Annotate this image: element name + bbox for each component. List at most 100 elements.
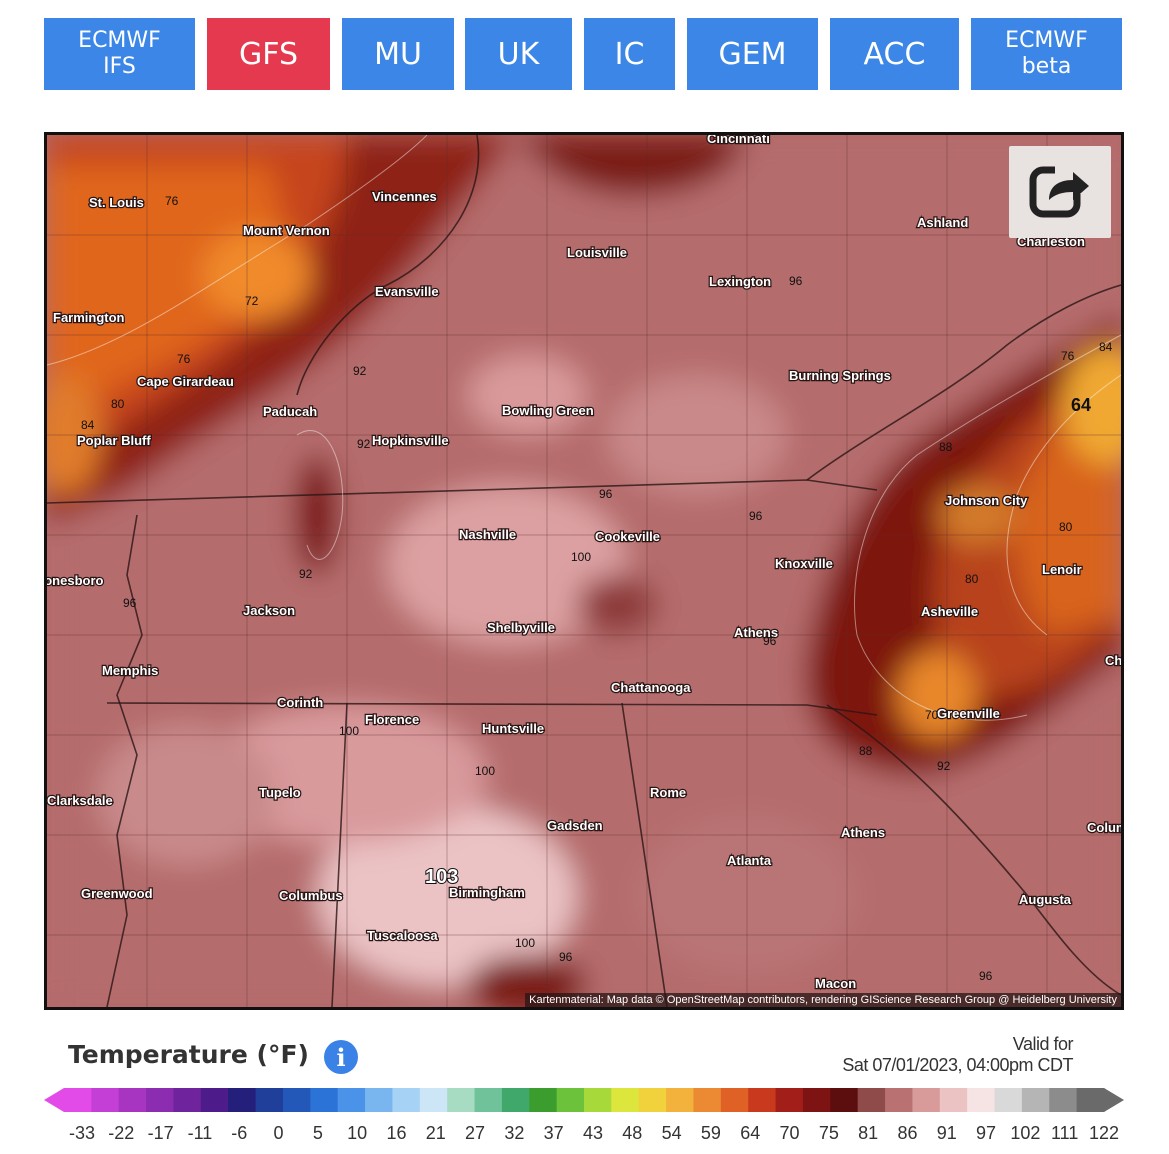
scale-swatch — [611, 1088, 640, 1112]
contour-label: 96 — [763, 634, 777, 648]
scale-swatch — [693, 1088, 722, 1112]
city-label: Huntsville — [482, 721, 544, 736]
share-button[interactable] — [1009, 146, 1111, 238]
city-label: Greenville — [937, 706, 1000, 721]
contour-label: 100 — [475, 764, 495, 778]
city-label: Ashland — [917, 215, 968, 230]
contour-label: 72 — [245, 294, 259, 308]
city-label: Johnson City — [945, 493, 1028, 508]
contour-label: 88 — [939, 440, 953, 454]
city-label: Cincinnati — [707, 135, 770, 146]
city-label: Nashville — [459, 527, 516, 542]
scale-tick-label: 70 — [779, 1123, 800, 1143]
city-label: Knoxville — [775, 556, 833, 571]
valid-time-block: Valid for Sat 07/01/2023, 04:00pm CDT — [842, 1034, 1073, 1076]
scale-tick-label: 86 — [897, 1123, 918, 1143]
model-button-ecmwf-beta[interactable]: ECMWF beta — [971, 18, 1122, 90]
scale-swatch — [419, 1088, 448, 1112]
scale-tick-label: -17 — [147, 1123, 174, 1143]
city-label: Poplar Bluff — [77, 433, 151, 448]
map-attribution: Kartenmaterial: Map data © OpenStreetMap… — [525, 993, 1121, 1007]
city-label: Gadsden — [547, 818, 603, 833]
city-label: Jonesboro — [47, 573, 104, 588]
city-label: Greenwood — [81, 886, 153, 901]
scale-tick-label: 16 — [386, 1123, 407, 1143]
contour-label: 92 — [357, 437, 371, 451]
temperature-field — [47, 135, 1121, 1007]
contour-label: 88 — [859, 744, 873, 758]
contour-label: 76 — [1061, 349, 1075, 363]
city-label: Louisville — [567, 245, 627, 260]
scale-swatch — [173, 1088, 202, 1112]
scale-swatch — [1049, 1088, 1078, 1112]
scale-tick-label: 97 — [976, 1123, 997, 1143]
scale-swatch — [200, 1088, 229, 1112]
scale-swatch — [830, 1088, 859, 1112]
scale-swatch — [857, 1088, 886, 1112]
scale-swatch — [1021, 1088, 1050, 1112]
scale-swatch — [91, 1088, 120, 1112]
color-scale-ticks: -33 -22 -17 -11 -6 0 5 10 16 21 27 32 37 43 48 54 59 64 70… — [62, 1123, 1124, 1147]
contour-label: 96 — [599, 487, 613, 501]
city-label: St. Louis — [89, 195, 144, 210]
contour-label: 70 — [925, 708, 939, 722]
legend-title: Temperature (°F) — [68, 1040, 309, 1069]
scale-tick-label: 0 — [273, 1123, 284, 1143]
scale-swatch — [337, 1088, 366, 1112]
contour-label: 96 — [123, 596, 137, 610]
scale-swatch — [556, 1088, 585, 1112]
contour-label: 100 — [571, 550, 591, 564]
scale-swatch — [912, 1088, 941, 1112]
scale-tick-label: 91 — [936, 1123, 957, 1143]
model-button-ecmwf-ifs[interactable]: ECMWF IFS — [44, 18, 195, 90]
scale-tick-label: 32 — [504, 1123, 525, 1143]
contour-label: 84 — [81, 418, 95, 432]
info-icon[interactable]: i — [324, 1040, 358, 1074]
city-label: Jackson — [243, 603, 295, 618]
scale-tick-label: 81 — [858, 1123, 879, 1143]
model-button-mu[interactable]: MU — [342, 18, 454, 90]
city-label: Clarksdale — [47, 793, 113, 808]
scale-swatch — [748, 1088, 777, 1112]
city-label: Lexington — [709, 274, 771, 289]
contour-label: 80 — [1059, 520, 1073, 534]
model-button-ic[interactable]: IC — [584, 18, 675, 90]
scale-tick-label: -11 — [187, 1123, 213, 1143]
contour-label: 100 — [339, 724, 359, 738]
city-label: Chattanooga — [611, 680, 691, 695]
contour-label: 96 — [749, 509, 763, 523]
city-label: Cape Girardeau — [137, 374, 234, 389]
model-button-gfs[interactable]: GFS — [207, 18, 330, 90]
color-scale-bar — [44, 1088, 1124, 1112]
temperature-map[interactable]: Cincinnati St. Louis Vincennes Mount Ver… — [44, 132, 1124, 1010]
city-label: Lenoir — [1042, 562, 1082, 577]
valid-label: Valid for — [1012, 1034, 1074, 1054]
city-label: Birmingham — [449, 885, 525, 900]
model-button-acc[interactable]: ACC — [830, 18, 959, 90]
scale-swatch — [228, 1088, 257, 1112]
scale-tick-label: 27 — [465, 1123, 486, 1143]
contour-label: 64 — [1071, 395, 1091, 415]
contour-label: 92 — [353, 364, 367, 378]
scale-tick-label: 64 — [740, 1123, 761, 1143]
scale-tick-label: 43 — [582, 1123, 604, 1143]
scale-swatch — [474, 1088, 503, 1112]
scale-tick-label: 21 — [425, 1123, 446, 1143]
scale-swatch — [529, 1088, 558, 1112]
scale-swatch — [666, 1088, 694, 1112]
contour-label: 96 — [979, 969, 993, 983]
scale-arrow-right — [1104, 1088, 1124, 1112]
scale-swatch — [1076, 1088, 1105, 1112]
city-label: Asheville — [921, 604, 978, 619]
city-label: Bowling Green — [502, 403, 594, 418]
city-label: Athens — [841, 825, 885, 840]
scale-swatch — [584, 1088, 612, 1112]
city-label: Paducah — [263, 404, 317, 419]
city-label: Atlanta — [727, 853, 772, 868]
contour-label: 80 — [965, 572, 979, 586]
scale-arrow-left — [44, 1088, 64, 1112]
scale-tick-label: 37 — [543, 1123, 564, 1143]
model-button-uk[interactable]: UK — [465, 18, 572, 90]
scale-swatch — [994, 1088, 1023, 1112]
model-button-gem[interactable]: GEM — [687, 18, 818, 90]
